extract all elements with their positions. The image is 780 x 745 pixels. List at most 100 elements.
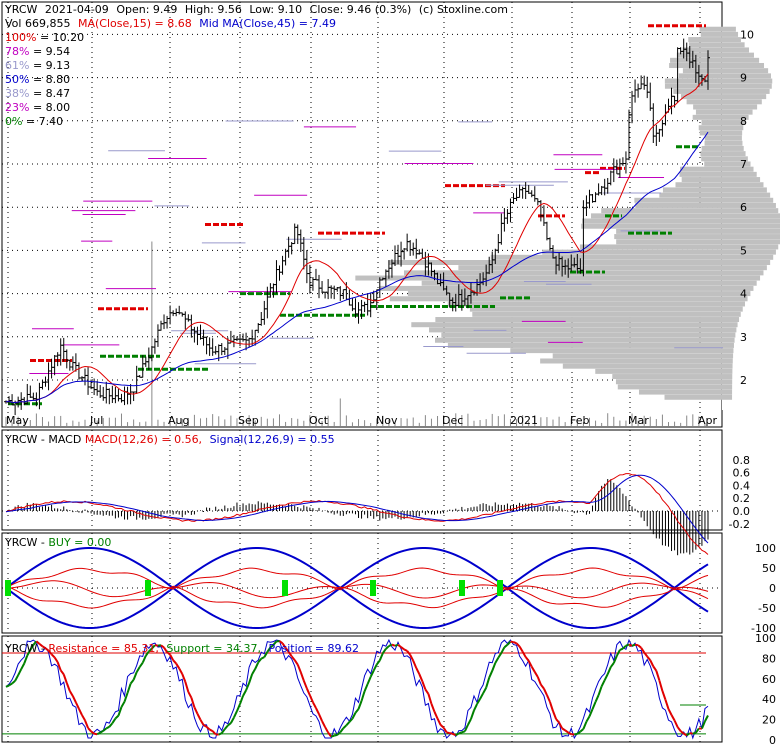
profile-bar	[688, 37, 722, 43]
buy-axis-label: -100	[751, 622, 776, 635]
stoch-down-segment	[93, 732, 98, 736]
stoch-up-segment	[622, 645, 627, 650]
header-close: Close: 9.46 (0.3%)	[310, 3, 412, 16]
profile-bar	[379, 285, 722, 291]
stoch-down-segment	[166, 651, 171, 656]
stoch-down-segment	[293, 659, 299, 666]
profile-side-bar	[722, 322, 738, 328]
stoch-up-segment	[114, 714, 120, 720]
price-axis-label: 8	[740, 115, 747, 128]
stoch-up-segment	[603, 673, 609, 681]
stoch-up-segment	[360, 690, 366, 702]
stoch-up-segment	[330, 734, 335, 738]
stoch-up-segment	[148, 647, 153, 653]
stoch-up-segment	[470, 710, 475, 720]
stoch-up-segment	[20, 663, 26, 670]
moving-averages	[5, 73, 709, 404]
fib-level-label: 0% = 7.40	[5, 115, 63, 128]
stoch-down-segment	[281, 642, 287, 649]
profile-bar	[421, 280, 722, 286]
stoch-up-segment	[227, 722, 232, 727]
profile-bar	[447, 301, 722, 307]
stoch-down-segment	[175, 663, 181, 669]
stoch-up-segment	[135, 666, 141, 673]
stoch-up-segment	[394, 643, 399, 647]
stoch-down-segment	[287, 651, 293, 657]
stoch-down-segment	[400, 646, 405, 651]
stoch-up-segment	[138, 662, 144, 668]
stoch-down-segment	[530, 666, 536, 673]
stoch-down-segment	[424, 688, 430, 695]
stoch-up-segment	[458, 731, 463, 735]
profile-side-bar	[722, 145, 744, 151]
stoch-up-segment	[348, 717, 354, 723]
buy-axis-label: 100	[755, 542, 776, 555]
stoch-down-segment	[47, 650, 53, 655]
stoch-down-segment	[655, 670, 661, 681]
stoch-down-segment	[203, 724, 208, 728]
stoch-panel-title: YRCW - Resistance = 85.31, Support = 34.…	[4, 642, 359, 655]
fib-level-label: 38% = 8.47	[5, 87, 70, 100]
profile-bar	[447, 342, 722, 348]
profile-bar	[435, 317, 722, 323]
ma15-line	[5, 73, 709, 404]
profile-side-bar	[722, 311, 741, 317]
stoch-up-segment	[488, 670, 494, 679]
stoch-up-segment	[336, 731, 341, 736]
profile-side-bar	[722, 394, 733, 400]
stoch-up-segment	[375, 659, 381, 666]
stoch-up-segment	[461, 730, 466, 734]
stoch-up-segment	[245, 682, 251, 691]
macd-panel-frame	[1, 429, 723, 531]
stoch-down-segment	[59, 669, 65, 675]
profile-side-bar	[722, 358, 733, 364]
signal-line	[5, 474, 709, 544]
buy-signal-marker	[145, 580, 151, 596]
profile-bar	[562, 363, 722, 369]
stoch-up-segment	[242, 689, 247, 697]
profile-bar	[659, 192, 722, 198]
stoch-down-segment	[567, 731, 572, 736]
month-label: Jul	[89, 414, 103, 427]
profile-side-bar	[722, 63, 765, 69]
profile-bar	[581, 223, 722, 229]
stoch-up-segment	[686, 732, 691, 737]
profile-side-bar	[722, 296, 748, 302]
buy-signal-marker	[5, 580, 11, 596]
profile-side-bar	[722, 166, 754, 172]
stoch-down-segment	[305, 688, 311, 696]
stoch-down-segment	[68, 690, 74, 697]
profile-side-bar	[722, 151, 746, 157]
fib-level-pct: 0%	[5, 115, 22, 128]
stoch-down-segment	[533, 671, 539, 678]
fib-level-label: 100% = 10.20	[5, 31, 84, 44]
stochastic-lines	[2, 638, 709, 740]
stoch-down-segment	[680, 730, 685, 735]
stoch-up-segment	[333, 733, 338, 737]
stoch-up-segment	[239, 695, 244, 705]
stoch-up-segment	[99, 729, 104, 734]
stoch-up-segment	[269, 644, 275, 649]
stoch-up-segment	[251, 668, 257, 675]
stoch-down-segment	[90, 730, 95, 735]
profile-bar	[704, 161, 722, 167]
profile-bar	[700, 31, 722, 37]
profile-side-bar	[722, 130, 743, 136]
fib-level-value: = 9.13	[29, 59, 70, 72]
profile-side-bar	[722, 239, 780, 245]
fib-level-pct: 50%	[5, 73, 29, 86]
header-open: Open: 9.49	[116, 3, 177, 16]
profile-bar	[355, 275, 722, 281]
stoch-up-segment	[224, 724, 229, 730]
profile-side-bar	[722, 135, 742, 141]
month-label: Nov	[376, 414, 398, 427]
profile-bar	[692, 114, 722, 120]
stoch-down-segment	[640, 647, 646, 653]
profile-bar	[682, 68, 722, 74]
stoch-up-segment	[141, 655, 147, 664]
macd-axis-label: 0.4	[733, 479, 751, 492]
buy-value-label: BUY = 0.00	[48, 536, 111, 549]
stoch-down-segment	[518, 646, 524, 653]
stoch-up-segment	[5, 684, 10, 688]
